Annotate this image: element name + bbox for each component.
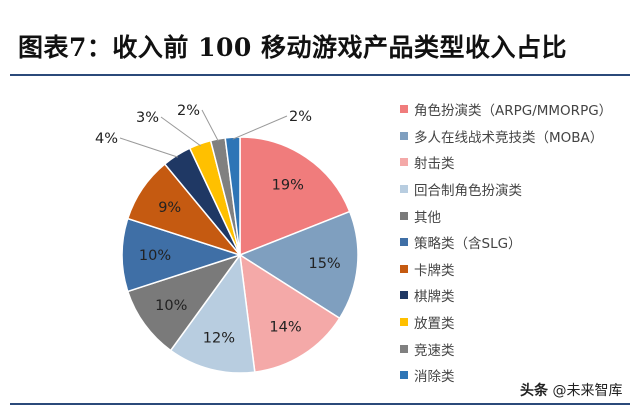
legend-swatch	[400, 371, 408, 380]
legend-item: 策略类（含SLG）	[400, 229, 630, 256]
legend-label: 回合制角色扮演类	[414, 183, 522, 200]
figure-title: 图表7：收入前 100 移动游戏产品类型收入占比	[18, 33, 567, 62]
legend-label: 放置类	[414, 316, 455, 333]
legend-swatch	[400, 105, 408, 114]
slice-data-label: 10%	[155, 298, 187, 314]
slice-data-label: 15%	[308, 256, 340, 272]
slice-data-label: 14%	[269, 320, 301, 336]
watermark-logo: 头条	[520, 383, 548, 399]
leader-line	[232, 115, 288, 140]
legend-swatch	[400, 318, 408, 327]
slice-data-label: 19%	[272, 178, 304, 194]
legend-label: 射击类	[414, 156, 455, 173]
legend-item: 棋牌类	[400, 282, 630, 309]
leader-line	[160, 116, 201, 147]
legend-swatch	[400, 344, 408, 353]
legend-swatch	[400, 158, 408, 167]
pie-slice	[239, 136, 351, 257]
slice-data-label: 10%	[139, 248, 171, 264]
slice-data-label: 2%	[177, 103, 200, 119]
watermark: 头条 @未来智库	[520, 380, 622, 400]
legend-swatch	[400, 211, 408, 220]
leader-line	[201, 109, 219, 142]
slice-data-label: 3%	[136, 110, 159, 126]
pie-slice	[126, 253, 242, 352]
legend-item: 其他	[400, 202, 630, 229]
legend-item: 竞速类	[400, 335, 630, 362]
legend-swatch	[400, 131, 408, 140]
legend-swatch	[400, 238, 408, 247]
bottom-divider	[10, 403, 630, 405]
title-divider	[10, 74, 630, 76]
legend-label: 其他	[414, 209, 441, 226]
legend-label: 角色扮演类（ARPG/MMORPG）	[414, 103, 613, 120]
watermark-handle: @未来智库	[552, 383, 623, 399]
legend-item: 卡牌类	[400, 256, 630, 283]
legend-swatch	[400, 185, 408, 194]
title-block: 图表7：收入前 100 移动游戏产品类型收入占比	[10, 28, 630, 76]
pie-slice	[121, 217, 243, 293]
chart-legend: 角色扮演类（ARPG/MMORPG） 多人在线战术竞技类（MOBA） 射击类回合制角…	[400, 96, 630, 389]
slice-data-label: 2%	[289, 109, 312, 125]
legend-swatch	[400, 264, 408, 273]
legend-label: 多人在线战术竞技类（MOBA）	[414, 129, 604, 146]
pie-slice	[169, 253, 256, 374]
pie-slice	[224, 136, 241, 256]
legend-item: 多人在线战术竞技类（MOBA）	[400, 123, 630, 150]
legend-label: 竞速类	[414, 342, 455, 359]
slice-data-label: 12%	[203, 330, 235, 346]
legend-swatch	[400, 291, 408, 300]
legend-label: 策略类（含SLG）	[414, 236, 522, 253]
legend-item: 放置类	[400, 309, 630, 336]
legend-item: 回合制角色扮演类	[400, 176, 630, 203]
pie-slice	[239, 253, 341, 373]
legend-item: 射击类	[400, 149, 630, 176]
slice-data-label: 9%	[158, 200, 181, 216]
legend-label: 卡牌类	[414, 262, 455, 279]
pie-slice	[238, 210, 359, 320]
leader-line	[119, 137, 178, 158]
legend-item: 消除类	[400, 362, 630, 389]
slice-data-label: 4%	[95, 131, 118, 147]
legend-label: 消除类	[414, 369, 455, 386]
legend-item: 角色扮演类（ARPG/MMORPG）	[400, 96, 630, 123]
legend-label: 棋牌类	[414, 289, 455, 306]
